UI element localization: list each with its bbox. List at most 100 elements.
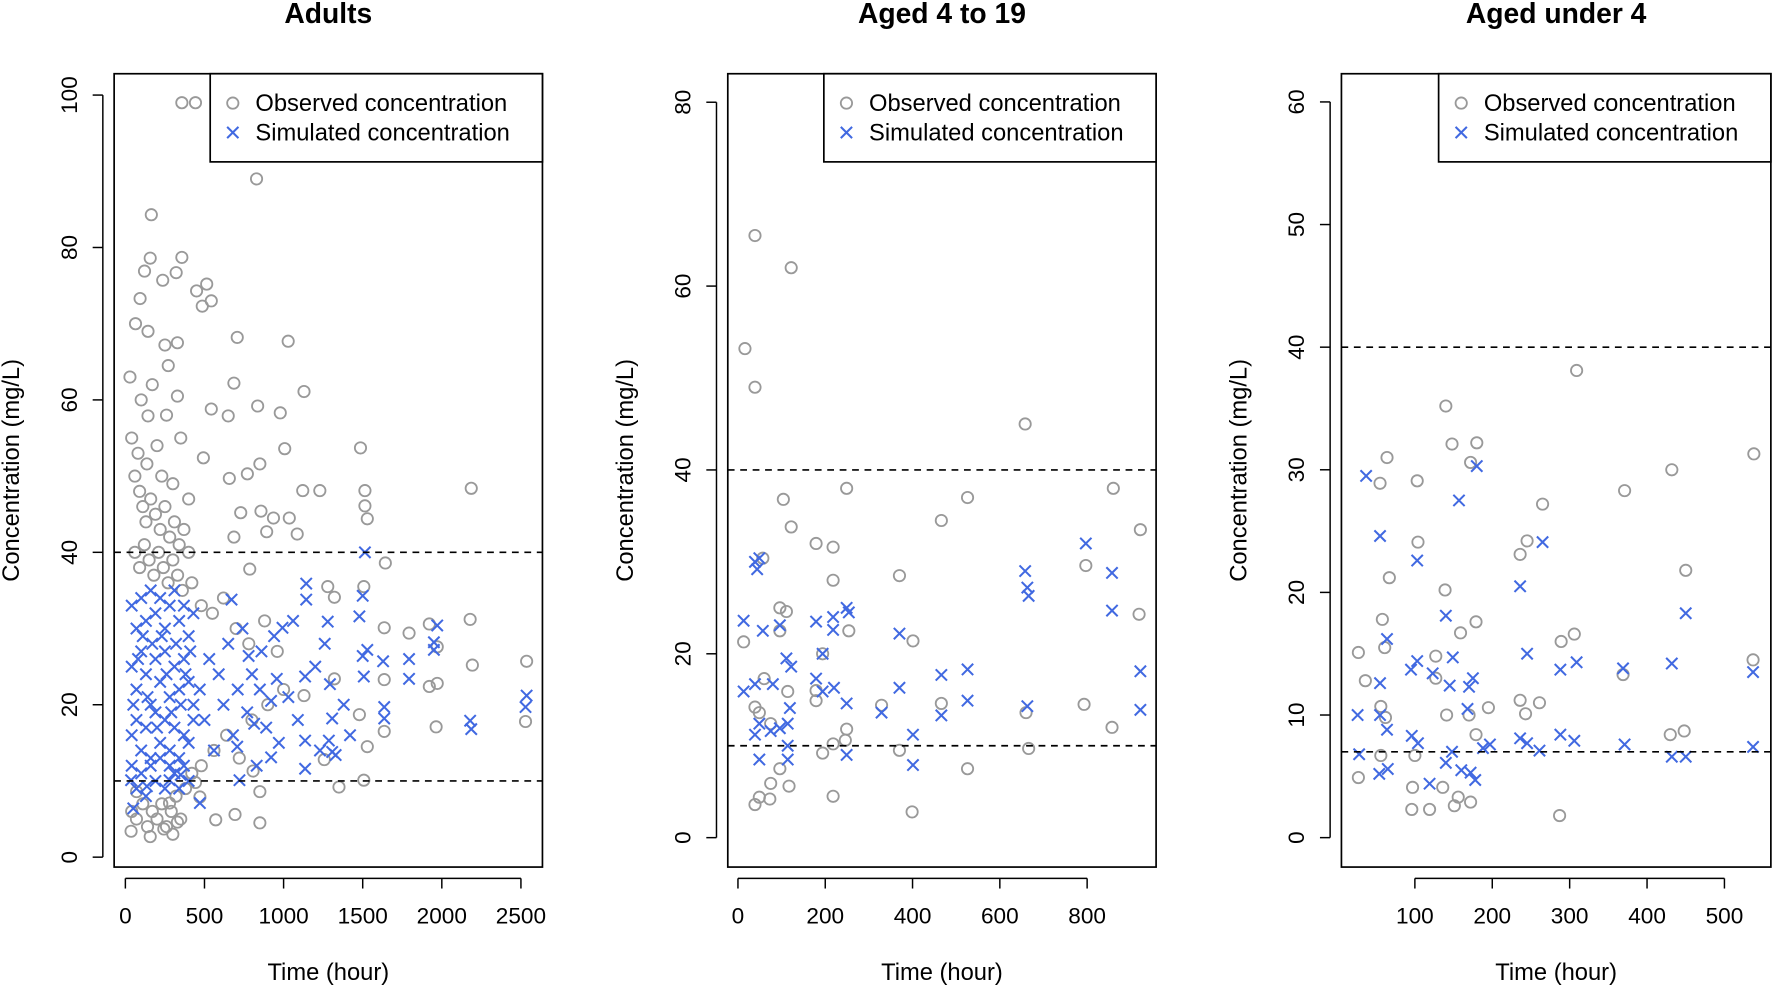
observed-point xyxy=(221,409,235,423)
simulated-point xyxy=(1372,767,1386,781)
simulated-point xyxy=(809,615,823,628)
simulated-point xyxy=(464,722,478,736)
simulated-point xyxy=(906,758,920,772)
simulated-point xyxy=(1567,734,1581,748)
observed-point xyxy=(175,96,189,110)
simulated-point xyxy=(748,677,762,691)
y-tick-label: 60 xyxy=(670,274,695,299)
simulated-point xyxy=(1618,738,1631,751)
observed-point xyxy=(748,228,762,243)
simulated-point xyxy=(323,677,337,691)
observed-point xyxy=(170,389,184,403)
observed-point xyxy=(960,490,975,505)
simulated-point xyxy=(144,584,158,597)
simulated-point xyxy=(737,685,750,698)
simulated-point xyxy=(430,619,444,632)
x-tick-label: 400 xyxy=(1628,904,1666,929)
simulated-point xyxy=(126,802,140,815)
observed-point xyxy=(166,553,180,567)
simulated-point xyxy=(1134,703,1147,717)
observed-point xyxy=(204,402,218,416)
observed-point xyxy=(842,624,856,638)
simulated-point xyxy=(130,713,143,727)
observed-point xyxy=(133,561,147,575)
observed-point xyxy=(290,527,304,541)
y-tick-label: 40 xyxy=(670,457,695,482)
legend-observed-label: Observed concentration xyxy=(1484,91,1736,117)
observed-point xyxy=(232,751,246,765)
observed-point xyxy=(422,617,436,631)
simulated-point xyxy=(182,675,196,689)
observed-point xyxy=(737,635,751,649)
simulated-point xyxy=(130,782,143,795)
simulated-point xyxy=(1520,736,1534,750)
simulated-point xyxy=(163,690,177,704)
observed-point xyxy=(243,562,257,576)
simulated-point xyxy=(840,697,854,710)
simulated-point xyxy=(187,606,200,620)
observed-point xyxy=(1663,728,1677,742)
observed-point xyxy=(1382,571,1396,585)
observed-point xyxy=(816,746,830,760)
observed-point xyxy=(934,696,948,710)
observed-point xyxy=(906,634,920,648)
observed-point xyxy=(1470,436,1484,450)
simulated-point xyxy=(163,744,177,757)
observed-point xyxy=(1375,612,1389,626)
simulated-point xyxy=(752,753,766,766)
observed-point xyxy=(196,451,210,465)
simulated-point xyxy=(134,591,148,605)
y-tick-label: 0 xyxy=(1284,831,1309,844)
simulated-point xyxy=(139,789,153,803)
observed-point xyxy=(1481,701,1495,715)
y-axis-label: Concentration (mg/L) xyxy=(613,359,639,582)
observed-point xyxy=(170,336,184,350)
x-tick-label: 2500 xyxy=(496,904,546,929)
observed-point xyxy=(194,599,208,613)
simulated-point xyxy=(193,796,207,810)
observed-point xyxy=(784,520,798,534)
panel-title: Aged 4 to 19 xyxy=(858,0,1026,29)
legend-simulated-label: Simulated concentration xyxy=(869,120,1123,146)
observed-point xyxy=(463,612,477,626)
y-tick-label: 60 xyxy=(1284,89,1309,114)
simulated-point xyxy=(126,698,140,712)
simulated-point xyxy=(827,681,841,695)
observed-point xyxy=(1464,795,1478,809)
observed-point xyxy=(781,684,795,699)
panel-1: Aged 4 to 19 Time (hour) Concentration (mg… xyxy=(613,0,1157,986)
x-axis-label: Time (hour) xyxy=(1495,960,1617,986)
observed-point xyxy=(131,446,145,460)
observed-point xyxy=(229,621,243,636)
simulated-point xyxy=(247,717,261,731)
simulated-point xyxy=(1373,529,1387,543)
simulated-point xyxy=(337,698,351,712)
y-tick-label: 100 xyxy=(57,76,82,114)
observed-point xyxy=(1679,563,1693,577)
simulated-point xyxy=(1746,740,1760,754)
simulated-point xyxy=(153,751,167,765)
observed-point xyxy=(934,513,948,528)
simulated-point xyxy=(155,629,169,643)
simulated-point xyxy=(169,637,183,651)
simulated-point xyxy=(149,652,162,666)
observed-point xyxy=(161,359,175,373)
observed-point xyxy=(1132,607,1146,621)
simulated-point xyxy=(174,698,188,712)
simulated-point xyxy=(1445,745,1459,759)
observed-point xyxy=(253,457,267,471)
x-tick-label: 300 xyxy=(1551,904,1589,929)
simulated-point xyxy=(1513,579,1527,593)
observed-point xyxy=(159,408,174,422)
observed-point xyxy=(140,820,155,834)
simulated-point xyxy=(1439,609,1453,623)
observed-point xyxy=(892,743,907,757)
simulated-point xyxy=(281,690,295,704)
observed-point xyxy=(892,569,907,583)
observed-point xyxy=(1438,583,1452,597)
simulated-point xyxy=(187,698,200,712)
y-tick-label: 20 xyxy=(1284,580,1309,605)
observed-point xyxy=(175,250,189,264)
simulated-point xyxy=(1423,777,1436,791)
observed-point xyxy=(1378,710,1393,725)
